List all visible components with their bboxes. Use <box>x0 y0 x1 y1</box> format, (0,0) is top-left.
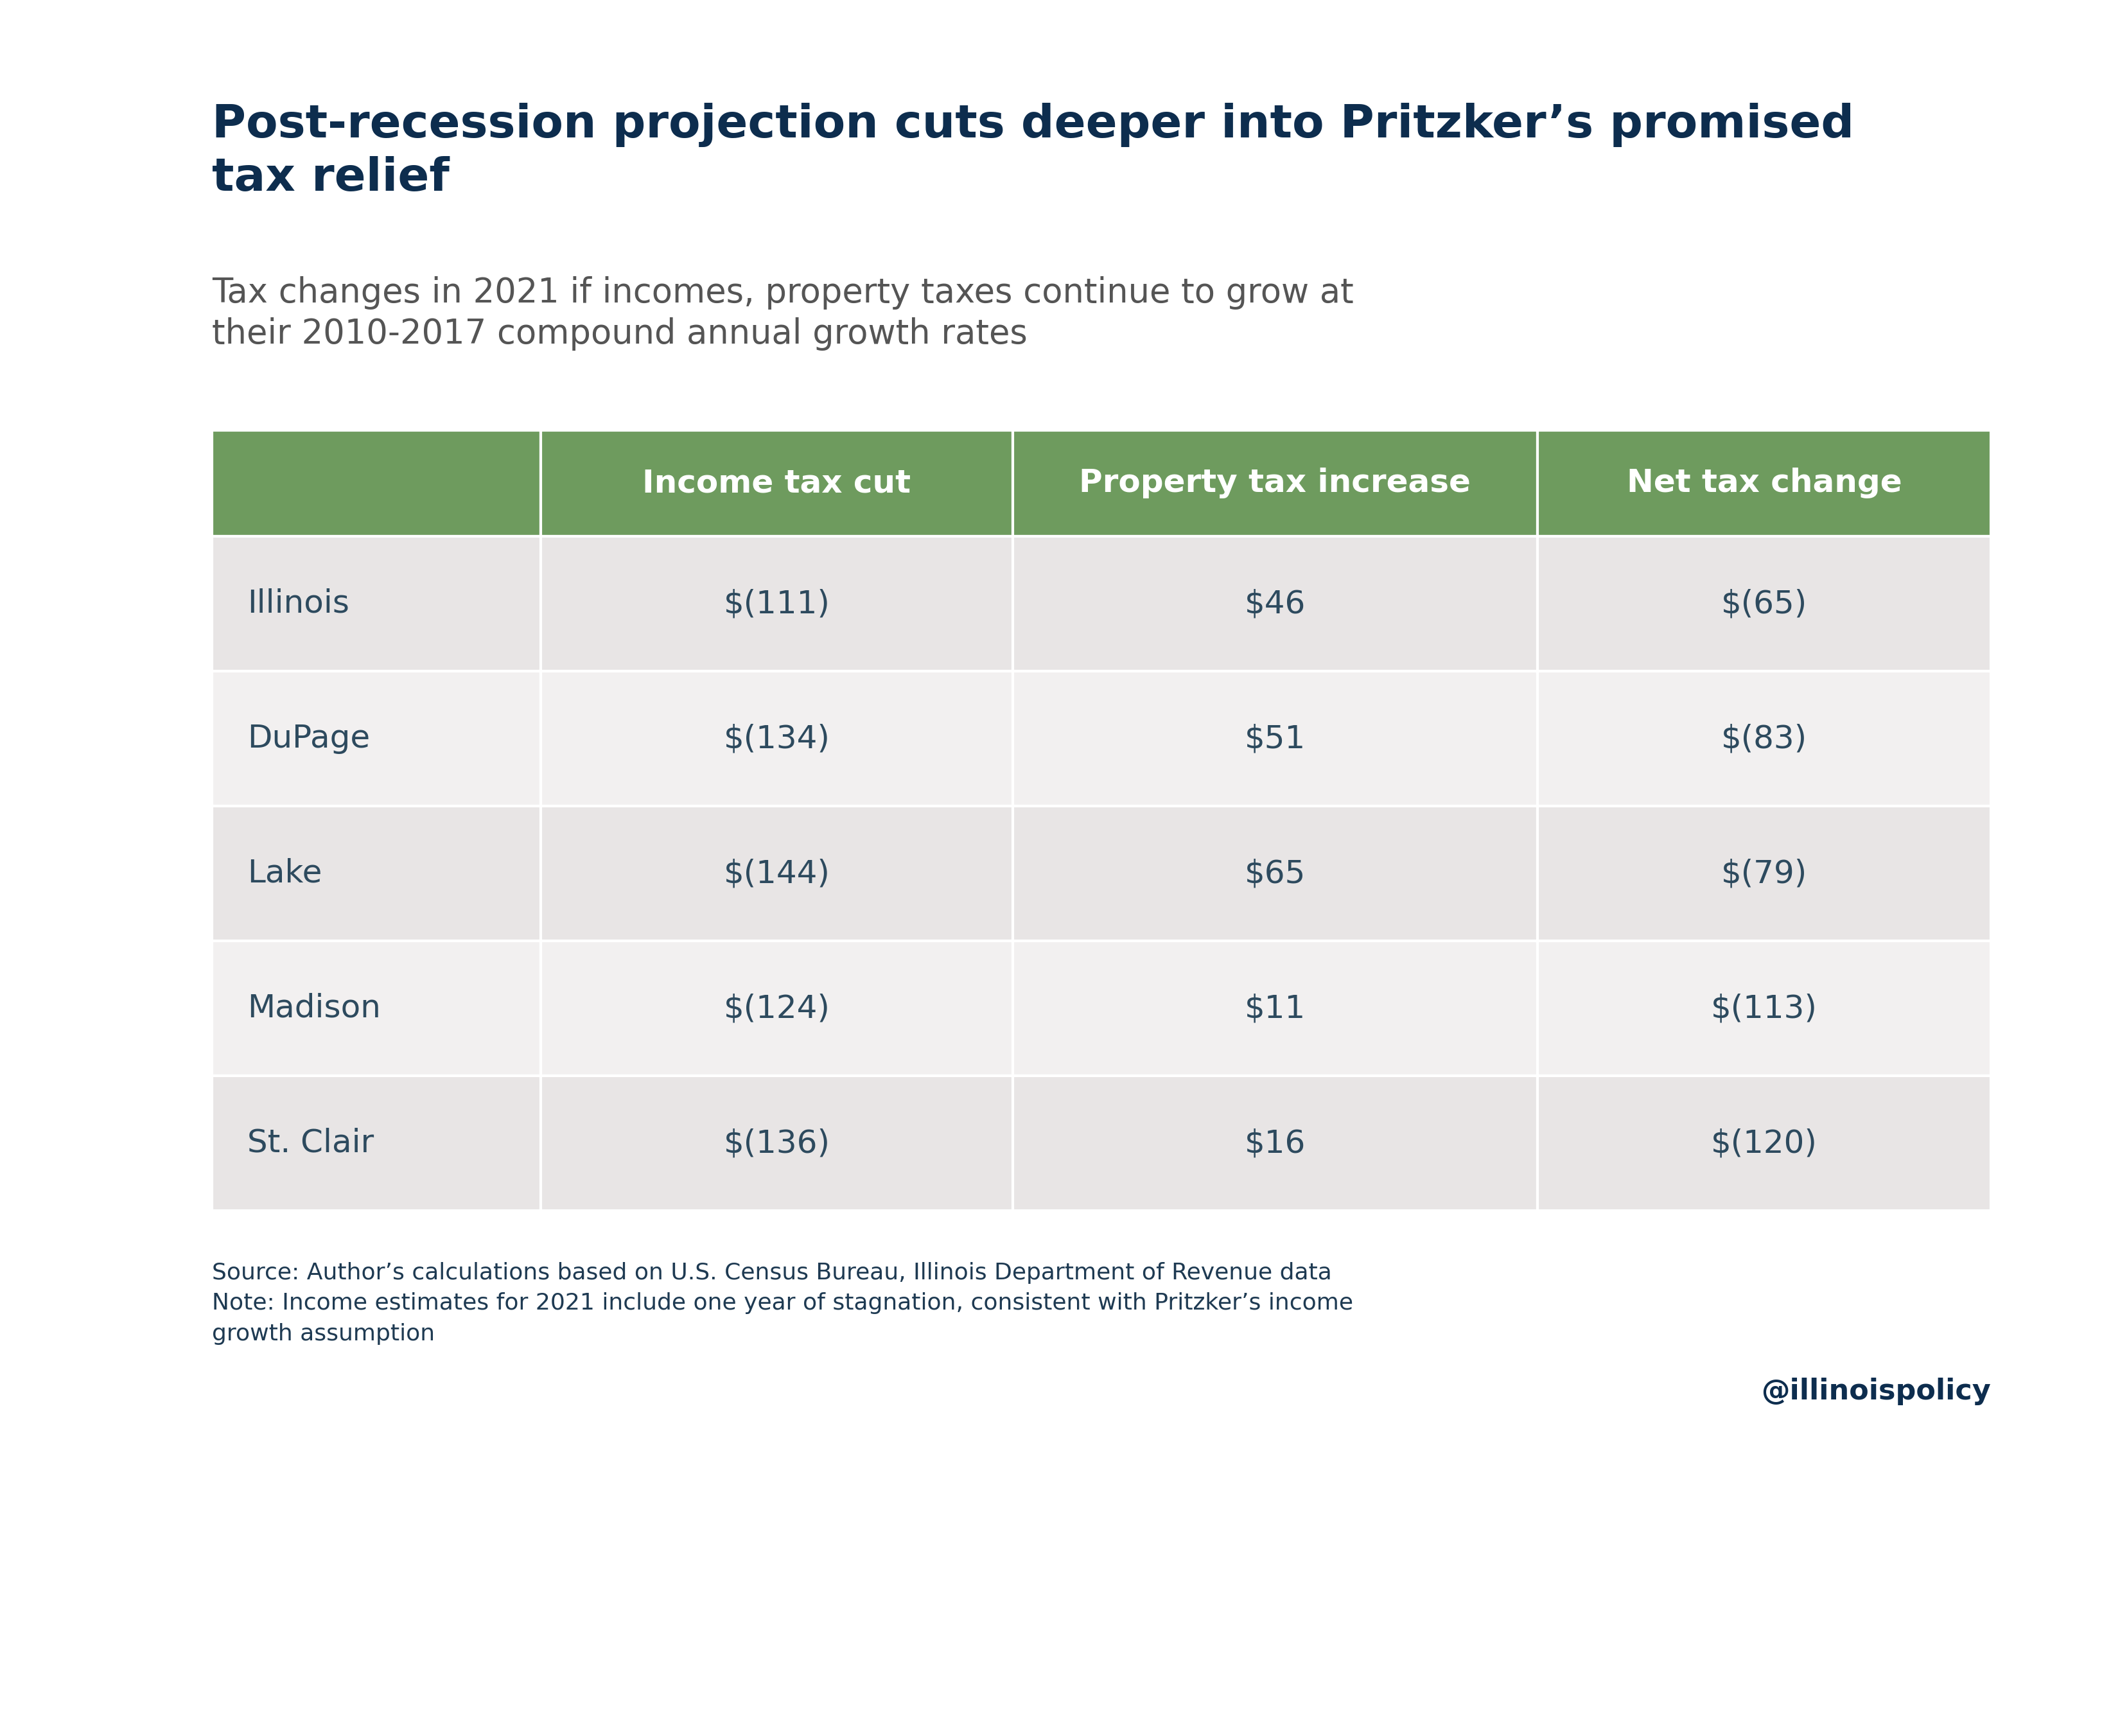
Bar <box>212 941 541 1076</box>
Text: Tax changes in 2021 if incomes, property taxes continue to grow at
their 2010-20: Tax changes in 2021 if incomes, property… <box>212 276 1355 351</box>
Bar <box>1537 941 1991 1076</box>
Text: Madison: Madison <box>248 993 382 1024</box>
Text: St. Clair: St. Clair <box>248 1128 373 1158</box>
Bar <box>212 431 541 536</box>
Text: $(134): $(134) <box>723 724 831 753</box>
Bar <box>1013 806 1537 941</box>
Text: Lake: Lake <box>248 858 322 889</box>
Bar <box>212 1076 541 1210</box>
Text: $(65): $(65) <box>1721 589 1806 620</box>
Text: $(79): $(79) <box>1721 858 1806 889</box>
Bar <box>1013 431 1537 536</box>
Text: Property tax increase: Property tax increase <box>1079 469 1471 498</box>
Text: Post-recession projection cuts deeper into Pritzker’s promised
tax relief: Post-recession projection cuts deeper in… <box>212 102 1855 200</box>
Text: $11: $11 <box>1244 993 1306 1024</box>
Text: $(83): $(83) <box>1721 724 1806 753</box>
Text: $16: $16 <box>1244 1128 1306 1158</box>
Bar <box>1013 1076 1537 1210</box>
Text: $46: $46 <box>1244 589 1306 620</box>
Bar <box>1537 536 1991 672</box>
Bar <box>1013 536 1537 672</box>
Bar <box>541 1076 1013 1210</box>
Bar <box>1013 941 1537 1076</box>
Bar <box>1013 672 1537 806</box>
Bar <box>541 672 1013 806</box>
Bar <box>1537 806 1991 941</box>
Bar <box>1537 431 1991 536</box>
Bar <box>541 431 1013 536</box>
Text: Illinois: Illinois <box>248 589 350 620</box>
Bar <box>541 806 1013 941</box>
Text: $(111): $(111) <box>723 589 831 620</box>
Bar <box>212 536 541 672</box>
Bar <box>212 806 541 941</box>
Text: Source: Author’s calculations based on U.S. Census Bureau, Illinois Department o: Source: Author’s calculations based on U… <box>212 1262 1353 1345</box>
Text: $(136): $(136) <box>723 1128 831 1158</box>
Bar <box>1537 1076 1991 1210</box>
Text: Net tax change: Net tax change <box>1626 469 1902 498</box>
Text: @illinoispolicy: @illinoispolicy <box>1762 1378 1991 1404</box>
Text: DuPage: DuPage <box>248 724 371 753</box>
Text: Income tax cut: Income tax cut <box>642 469 912 498</box>
Text: $(144): $(144) <box>723 858 831 889</box>
Text: $(120): $(120) <box>1711 1128 1817 1158</box>
Bar <box>212 672 541 806</box>
Text: $51: $51 <box>1244 724 1306 753</box>
Bar <box>541 941 1013 1076</box>
Text: $(124): $(124) <box>723 993 831 1024</box>
Text: $65: $65 <box>1244 858 1306 889</box>
Text: $(113): $(113) <box>1711 993 1817 1024</box>
Bar <box>1537 672 1991 806</box>
Bar <box>541 536 1013 672</box>
